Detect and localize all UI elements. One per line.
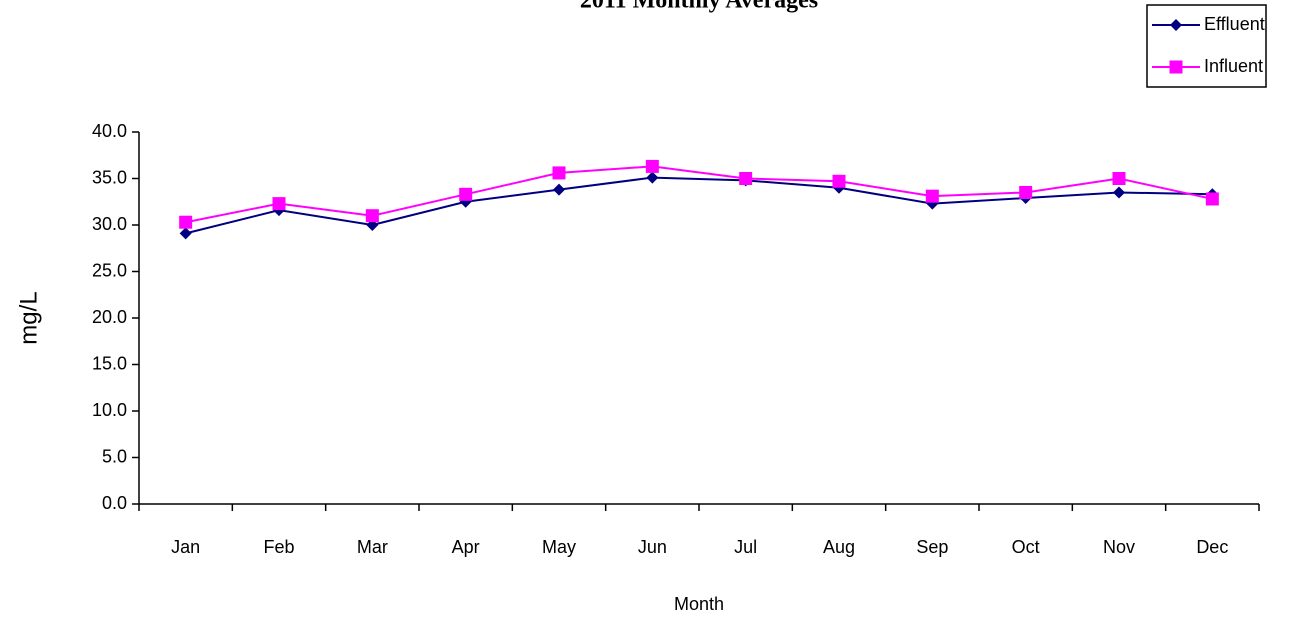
point bbox=[272, 197, 286, 211]
point bbox=[832, 174, 846, 188]
x-axis-label: Month bbox=[674, 594, 724, 614]
point bbox=[552, 166, 566, 180]
chart-title: 2011 Monthly Averages bbox=[580, 0, 818, 14]
x-tick-label: Jul bbox=[734, 537, 757, 557]
point bbox=[179, 227, 192, 240]
legend-label: Effluent bbox=[1204, 14, 1265, 34]
point bbox=[739, 172, 753, 185]
x-tick-label: Sep bbox=[916, 537, 948, 557]
point bbox=[925, 189, 939, 203]
x-tick-label: May bbox=[542, 537, 576, 557]
y-tick-label: 15.0 bbox=[92, 353, 127, 373]
point bbox=[1113, 186, 1125, 199]
y-tick-label: 35.0 bbox=[92, 167, 127, 187]
y-tick-label: 0.0 bbox=[102, 493, 127, 513]
y-axis-label: mg/L bbox=[15, 291, 42, 344]
x-tick-label: Jun bbox=[638, 537, 667, 557]
point bbox=[553, 183, 565, 196]
series-line bbox=[185, 165, 1213, 224]
x-tick-label: Feb bbox=[263, 537, 294, 557]
series-line bbox=[185, 176, 1213, 235]
legend-label: Influent bbox=[1204, 56, 1263, 76]
y-tick-label: 30.0 bbox=[92, 214, 127, 234]
point bbox=[1205, 192, 1219, 206]
x-tick-label: Aug bbox=[823, 537, 855, 557]
legend-marker bbox=[1170, 19, 1182, 31]
point bbox=[459, 187, 473, 201]
point bbox=[1112, 172, 1126, 185]
y-tick-label: 5.0 bbox=[102, 446, 127, 466]
x-tick-label: Nov bbox=[1103, 537, 1135, 557]
x-tick-label: Jan bbox=[171, 537, 200, 557]
y-tick-label: 20.0 bbox=[92, 307, 127, 327]
x-tick-label: Mar bbox=[357, 537, 388, 557]
point bbox=[365, 209, 379, 223]
point bbox=[645, 159, 659, 173]
x-tick-label: Dec bbox=[1196, 537, 1228, 557]
legend-marker bbox=[1169, 60, 1183, 74]
x-tick-label: Apr bbox=[452, 537, 480, 557]
y-tick-label: 10.0 bbox=[92, 400, 127, 420]
x-tick-label: Oct bbox=[1012, 537, 1040, 557]
point bbox=[179, 215, 193, 229]
y-tick-label: 40.0 bbox=[92, 121, 127, 141]
point bbox=[646, 171, 659, 184]
legend-box bbox=[1146, 4, 1267, 88]
point bbox=[1019, 185, 1033, 199]
y-tick-label: 25.0 bbox=[92, 260, 127, 280]
